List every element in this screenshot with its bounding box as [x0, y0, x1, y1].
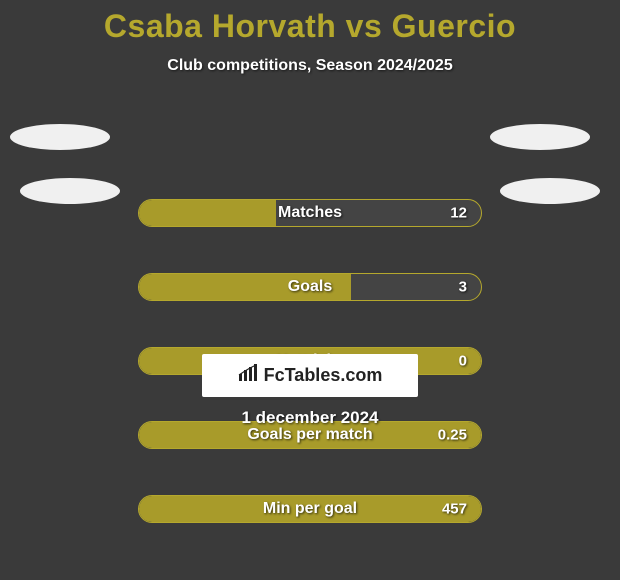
- date-text: 1 december 2024: [241, 408, 378, 428]
- stat-bar-label: Matches: [278, 204, 342, 222]
- page-title: Csaba Horvath vs Guercio: [0, 0, 620, 45]
- stat-bar-value: 457: [442, 501, 467, 518]
- side-oval: [20, 178, 120, 204]
- stat-bar: Goals 3: [138, 273, 482, 301]
- stat-bar-label: Min per goal: [263, 500, 357, 518]
- stat-bar-label: Goals: [288, 278, 332, 296]
- fctables-logo: FcTables.com: [202, 354, 418, 397]
- side-oval: [490, 124, 590, 150]
- stat-bar-value: 0.25: [438, 427, 467, 444]
- stat-bar-fill: [139, 200, 276, 226]
- logo-text: FcTables.com: [264, 365, 383, 386]
- page-subtitle: Club competitions, Season 2024/2025: [0, 57, 620, 75]
- side-oval: [500, 178, 600, 204]
- stat-bar-value: 12: [450, 205, 467, 222]
- side-oval: [10, 124, 110, 150]
- stat-bar: Matches 12: [138, 199, 482, 227]
- stat-bar-value: 3: [459, 279, 467, 296]
- stat-bar-value: 0: [459, 353, 467, 370]
- stat-bar: Min per goal 457: [138, 495, 482, 523]
- stat-bar-label: Goals per match: [247, 426, 372, 444]
- bar-chart-icon: [238, 364, 260, 387]
